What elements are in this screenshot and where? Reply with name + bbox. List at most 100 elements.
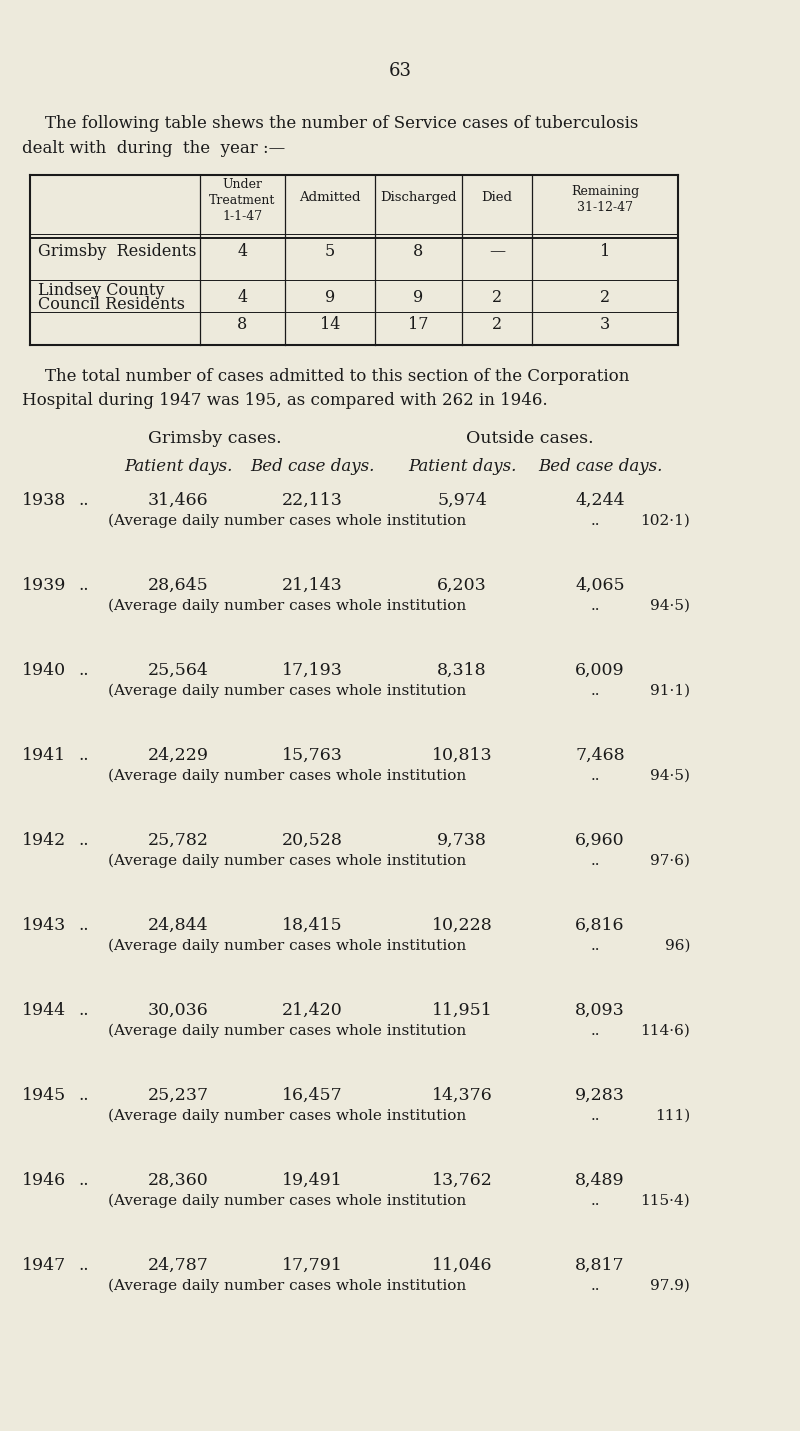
Text: 21,420: 21,420 <box>282 1002 342 1019</box>
Text: 4: 4 <box>238 289 247 306</box>
Text: ..: .. <box>78 1256 89 1274</box>
Text: 19,491: 19,491 <box>282 1172 342 1189</box>
Text: 1947: 1947 <box>22 1256 66 1274</box>
Text: 6,203: 6,203 <box>437 577 487 594</box>
Text: 17,791: 17,791 <box>282 1256 342 1274</box>
Text: 17: 17 <box>408 316 429 333</box>
Text: ..: .. <box>590 514 600 528</box>
Text: (Average daily number cases whole institution: (Average daily number cases whole instit… <box>108 1025 466 1039</box>
Text: ..: .. <box>590 684 600 698</box>
Text: Discharged: Discharged <box>380 190 457 205</box>
Text: 63: 63 <box>389 62 411 80</box>
Text: 9: 9 <box>325 289 335 306</box>
Text: 1945: 1945 <box>22 1088 66 1103</box>
Text: Patient days.: Patient days. <box>124 458 232 475</box>
Text: Grimsby cases.: Grimsby cases. <box>148 429 282 446</box>
Text: 1944: 1944 <box>22 1002 66 1019</box>
Text: 91·1): 91·1) <box>650 684 690 698</box>
Text: 3: 3 <box>600 316 610 333</box>
Text: 96): 96) <box>665 939 690 953</box>
Text: 21,143: 21,143 <box>282 577 342 594</box>
Text: 94·5): 94·5) <box>650 600 690 612</box>
Text: 14,376: 14,376 <box>432 1088 492 1103</box>
Text: 97.9): 97.9) <box>650 1279 690 1294</box>
Text: 16,457: 16,457 <box>282 1088 342 1103</box>
Text: ..: .. <box>590 854 600 869</box>
Text: —: — <box>489 243 505 260</box>
Text: ..: .. <box>590 939 600 953</box>
Text: 2: 2 <box>600 289 610 306</box>
Text: (Average daily number cases whole institution: (Average daily number cases whole instit… <box>108 939 466 953</box>
Text: ..: .. <box>590 600 600 612</box>
Text: Died: Died <box>482 190 513 205</box>
Text: 18,415: 18,415 <box>282 917 342 934</box>
Text: 28,360: 28,360 <box>148 1172 208 1189</box>
Text: 1939: 1939 <box>22 577 66 594</box>
Text: Bed case days.: Bed case days. <box>538 458 662 475</box>
Text: 2: 2 <box>492 316 502 333</box>
Text: 2: 2 <box>492 289 502 306</box>
Text: 8: 8 <box>414 243 424 260</box>
Text: 25,237: 25,237 <box>147 1088 209 1103</box>
Text: (Average daily number cases whole institution: (Average daily number cases whole instit… <box>108 854 466 869</box>
Text: 11,951: 11,951 <box>432 1002 492 1019</box>
Text: 1943: 1943 <box>22 917 66 934</box>
Text: 4,065: 4,065 <box>575 577 625 594</box>
Text: 13,762: 13,762 <box>431 1172 493 1189</box>
Text: (Average daily number cases whole institution: (Average daily number cases whole instit… <box>108 600 466 614</box>
Text: 24,844: 24,844 <box>148 917 208 934</box>
Text: 8,489: 8,489 <box>575 1172 625 1189</box>
Text: 111): 111) <box>654 1109 690 1123</box>
Text: Admitted: Admitted <box>299 190 361 205</box>
Text: 1940: 1940 <box>22 663 66 678</box>
Text: 9: 9 <box>414 289 424 306</box>
Text: 1946: 1946 <box>22 1172 66 1189</box>
Text: (Average daily number cases whole institution: (Average daily number cases whole instit… <box>108 1193 466 1208</box>
Text: 17,193: 17,193 <box>282 663 342 678</box>
Text: 24,787: 24,787 <box>147 1256 209 1274</box>
Text: ..: .. <box>78 577 89 594</box>
Text: 10,813: 10,813 <box>432 747 492 764</box>
Text: ..: .. <box>78 492 89 509</box>
Text: ..: .. <box>78 747 89 764</box>
Text: 115·4): 115·4) <box>640 1193 690 1208</box>
Text: 1: 1 <box>600 243 610 260</box>
Text: 14: 14 <box>320 316 340 333</box>
Text: 6,960: 6,960 <box>575 831 625 849</box>
Text: 4,244: 4,244 <box>575 492 625 509</box>
Text: 30,036: 30,036 <box>148 1002 208 1019</box>
Text: 8,318: 8,318 <box>437 663 487 678</box>
Text: 22,113: 22,113 <box>282 492 342 509</box>
Text: Under
Treatment
1-1-47: Under Treatment 1-1-47 <box>210 177 276 223</box>
Text: Lindsey County: Lindsey County <box>38 282 164 299</box>
Text: ..: .. <box>590 768 600 783</box>
Text: 7,468: 7,468 <box>575 747 625 764</box>
Text: 9,283: 9,283 <box>575 1088 625 1103</box>
Text: The following table shews the number of Service cases of tuberculosis: The following table shews the number of … <box>45 114 638 132</box>
Text: 9,738: 9,738 <box>437 831 487 849</box>
Text: ..: .. <box>78 1002 89 1019</box>
Text: The total number of cases admitted to this section of the Corporation: The total number of cases admitted to th… <box>45 368 630 385</box>
Text: 31,466: 31,466 <box>148 492 208 509</box>
Text: Bed case days.: Bed case days. <box>250 458 374 475</box>
Text: dealt with  during  the  year :—: dealt with during the year :— <box>22 140 286 157</box>
Text: 114·6): 114·6) <box>640 1025 690 1037</box>
Text: ..: .. <box>590 1109 600 1123</box>
Text: 94·5): 94·5) <box>650 768 690 783</box>
Text: 1941: 1941 <box>22 747 66 764</box>
Text: 4: 4 <box>238 243 247 260</box>
Text: Hospital during 1947 was 195, as compared with 262 in 1946.: Hospital during 1947 was 195, as compare… <box>22 392 548 409</box>
Text: (Average daily number cases whole institution: (Average daily number cases whole instit… <box>108 514 466 528</box>
Text: 15,763: 15,763 <box>282 747 342 764</box>
Text: ..: .. <box>78 1172 89 1189</box>
Text: Remaining
31-12-47: Remaining 31-12-47 <box>571 185 639 215</box>
Text: 24,229: 24,229 <box>147 747 209 764</box>
Text: 97·6): 97·6) <box>650 854 690 869</box>
Text: 6,009: 6,009 <box>575 663 625 678</box>
Text: ..: .. <box>78 917 89 934</box>
Text: 8,093: 8,093 <box>575 1002 625 1019</box>
Text: Outside cases.: Outside cases. <box>466 429 594 446</box>
Text: 6,816: 6,816 <box>575 917 625 934</box>
Text: 8,817: 8,817 <box>575 1256 625 1274</box>
Text: 1942: 1942 <box>22 831 66 849</box>
